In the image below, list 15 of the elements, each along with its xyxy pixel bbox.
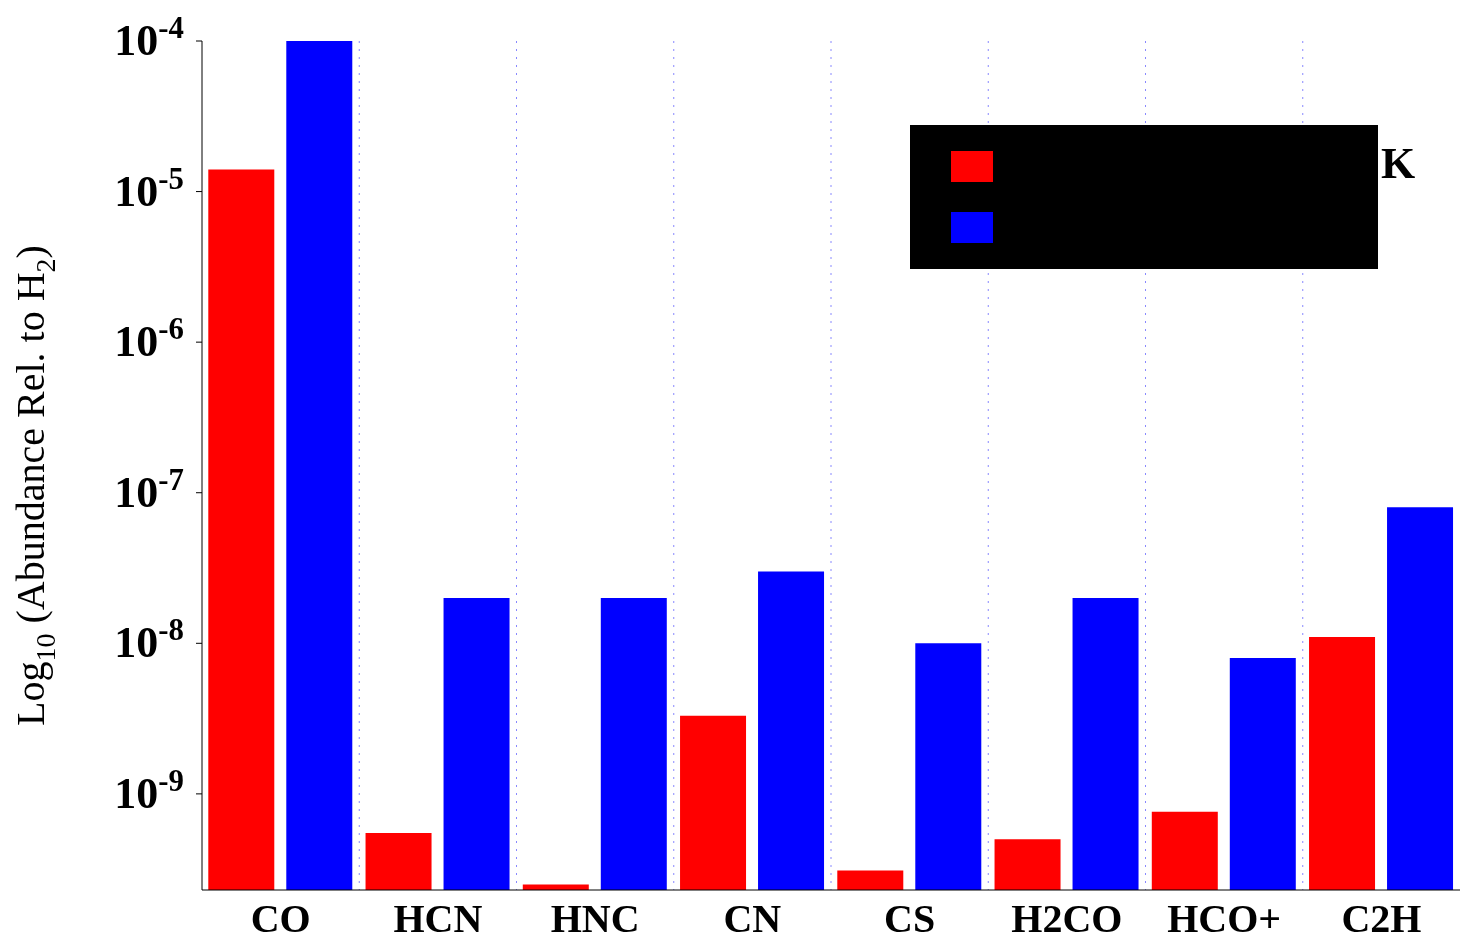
x-tick-label: CS xyxy=(884,896,936,940)
x-tick-label: CN xyxy=(723,896,782,940)
y-tick-label: 10$^{-6}$ xyxy=(114,312,184,367)
x-tick-label: HCN xyxy=(393,896,483,940)
y-tick-label: 10$^{-8}$ xyxy=(114,613,184,668)
y-tick-label: 10$^{-7}$ xyxy=(114,462,184,517)
x-tick-label: C2H xyxy=(1341,896,1422,940)
y-tick-label: 10$^{-4}$ xyxy=(114,11,184,65)
x-tick-label: H2CO xyxy=(1011,896,1123,940)
y-tick-label: 10$^{-5}$ xyxy=(114,161,184,216)
annotation: K xyxy=(1381,139,1416,188)
x-tick-label: HCO+ xyxy=(1167,896,1282,940)
y-tick-label: 10$^{-9}$ xyxy=(114,763,184,818)
x-tick-label: HNC xyxy=(550,896,640,940)
x-tick-label: CO xyxy=(250,896,311,940)
